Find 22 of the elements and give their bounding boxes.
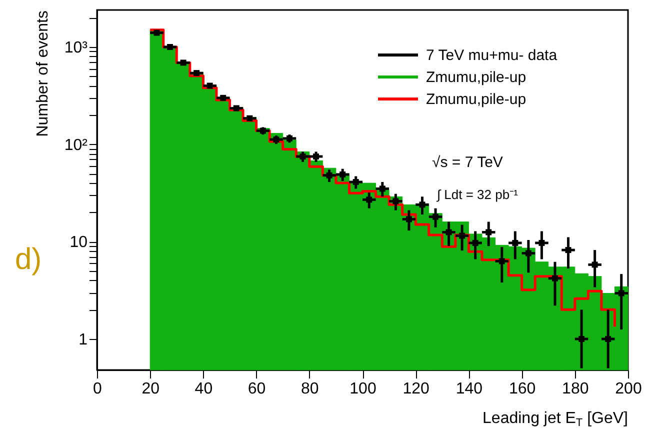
x-tick-label: 0	[93, 380, 102, 398]
x-tick-label: 100	[350, 380, 376, 398]
x-tick-label: 20	[142, 380, 160, 398]
legend-label: Zmumu,pile-up	[426, 69, 526, 86]
y-tick-label: 10	[70, 234, 88, 252]
y-axis-title: Number of events	[34, 10, 52, 137]
legend-label: 7 TeV mu+mu- data	[426, 47, 558, 64]
text: d)	[15, 243, 42, 276]
x-tick-label: 140	[456, 380, 483, 398]
y-tick-label: 10²	[64, 136, 88, 154]
annotation: ∫ Ldt = 32 pb⁻¹	[436, 187, 519, 202]
x-tick-label: 60	[248, 380, 266, 398]
x-tick-label: 80	[301, 380, 319, 398]
x-tick-label: 120	[402, 380, 430, 398]
x-tick-label: 180	[562, 380, 589, 398]
legend-label: Zmumu,pile-up	[426, 91, 526, 108]
x-tick-label: 200	[615, 380, 642, 398]
y-tick-label: 1	[78, 331, 88, 348]
annotation: √s = 7 TeV	[432, 154, 503, 171]
y-tick-label: 10³	[64, 40, 88, 57]
x-tick-label: 160	[508, 380, 536, 398]
x-tick-label: 40	[194, 380, 213, 398]
